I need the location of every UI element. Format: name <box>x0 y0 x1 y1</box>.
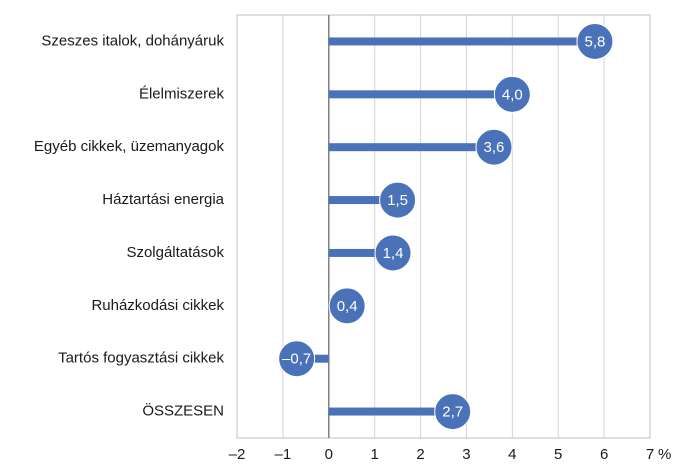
x-tick-label: 5 <box>554 446 562 463</box>
value-label: 2,7 <box>442 404 463 421</box>
bar <box>328 407 453 416</box>
x-tick-label: –2 <box>229 446 246 463</box>
category-label: Ruházkodási cikkek <box>91 297 224 314</box>
category-label: Egyéb cikkek, üzemanyagok <box>34 138 225 155</box>
bar-end-dot <box>328 287 366 325</box>
value-label: 4,0 <box>502 86 523 103</box>
plot-border <box>236 14 651 439</box>
value-label: 0,4 <box>337 298 358 315</box>
x-tick-label: 2 <box>416 446 424 463</box>
bar-end-dot <box>278 340 316 378</box>
value-label: 1,5 <box>387 192 408 209</box>
x-tick-label: 1 <box>370 446 378 463</box>
category-label: ÖSSZESEN <box>142 402 224 420</box>
value-label: 1,4 <box>383 245 404 262</box>
bar <box>328 90 513 99</box>
value-label: 3,6 <box>484 139 505 156</box>
x-tick-label: 0 <box>325 446 333 463</box>
bar-end-dot <box>374 234 412 272</box>
x-tick-label: 7 <box>646 446 654 463</box>
x-tick-label: 6 <box>600 446 608 463</box>
bar-end-dot <box>434 393 472 431</box>
category-label: Élelmiszerek <box>139 85 225 102</box>
bar <box>328 248 394 257</box>
category-label: Háztartási energia <box>102 191 224 208</box>
value-label: 5,8 <box>585 33 606 50</box>
category-label: Szolgáltatások <box>126 244 224 261</box>
bar-end-dot <box>475 128 513 166</box>
x-tick-label: 4 <box>508 446 516 463</box>
x-tick-label: –1 <box>275 446 292 463</box>
bar-end-dot <box>493 75 531 113</box>
bar <box>328 196 398 205</box>
bar <box>328 37 595 46</box>
bar <box>328 143 494 152</box>
x-unit: % <box>658 446 671 463</box>
x-tick-label: 3 <box>462 446 470 463</box>
value-label: –0,7 <box>282 351 311 368</box>
bar-end-dot <box>379 181 417 219</box>
category-label: Tartós fogyasztási cikkek <box>58 350 224 367</box>
category-label: Szeszes italok, dohányáruk <box>41 32 224 49</box>
bar-end-dot <box>576 22 614 60</box>
